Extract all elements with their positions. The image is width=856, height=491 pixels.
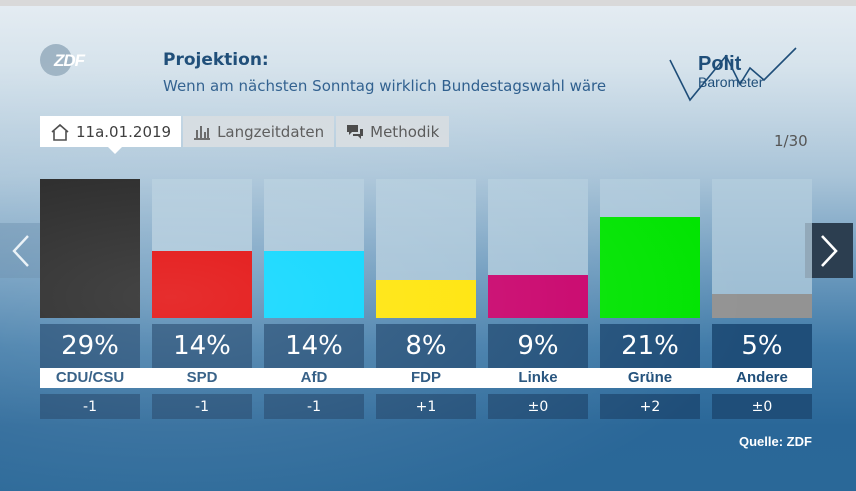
bar-track	[600, 179, 700, 318]
bar-value-label: 8%	[376, 324, 476, 368]
bar-value-label: 5%	[712, 324, 812, 368]
change-label: -1	[40, 394, 140, 419]
source-label: Quelle: ZDF	[739, 434, 812, 449]
page-title: Projektion:	[163, 50, 269, 70]
tab-methodik[interactable]: Methodik	[336, 116, 450, 147]
party-name-label: SPD	[186, 369, 218, 386]
bar-track	[264, 179, 364, 318]
bar-track	[40, 179, 140, 318]
bar-value-label: 21%	[600, 324, 700, 368]
zdf-logo: ZDF	[40, 44, 98, 76]
politbarometer-logo: Polit Barometer	[668, 42, 800, 106]
tab-langzeitdaten[interactable]: Langzeitdaten	[183, 116, 335, 147]
bar-fill	[712, 294, 812, 318]
tab-bar: 11a.01.2019 Langzeitdaten Methodik	[40, 116, 451, 154]
bar-track	[376, 179, 476, 318]
party-name-label: Andere	[736, 369, 788, 386]
change-label: -1	[264, 394, 364, 419]
bar-track	[488, 179, 588, 318]
tab-langzeitdaten-label: Langzeitdaten	[217, 122, 325, 141]
zdf-logo-text: ZDF	[54, 51, 85, 70]
change-label: -1	[152, 394, 252, 419]
party-name-bar: CDU/CSU SPD AfD FDP Linke Grüne Andere	[40, 368, 812, 388]
change-label: +1	[376, 394, 476, 419]
chevron-left-icon	[12, 234, 29, 267]
bar-fill	[152, 251, 252, 318]
bar-fill	[600, 217, 700, 318]
politbarometer-logo-graphic	[669, 47, 797, 102]
bar-fill	[488, 275, 588, 318]
politbarometer-logo-polit: Polit	[698, 53, 742, 75]
bar-track	[152, 179, 252, 318]
page-counter: 1/30	[774, 132, 808, 150]
bar-value-label: 29%	[40, 324, 140, 368]
change-label: ±0	[488, 394, 588, 419]
prev-button[interactable]	[0, 223, 42, 278]
tab-methodik-label: Methodik	[370, 122, 440, 141]
party-name-label: AfD	[300, 369, 328, 386]
next-button[interactable]	[805, 223, 853, 278]
bar-fill	[376, 280, 476, 318]
bar-value-label: 14%	[152, 324, 252, 368]
tab-date[interactable]: 11a.01.2019	[40, 116, 182, 154]
party-name-label: CDU/CSU	[55, 369, 125, 386]
change-label: ±0	[712, 394, 812, 419]
bar-value-label: 9%	[488, 324, 588, 368]
party-name-label: Grüne	[627, 369, 673, 386]
bar-fill	[40, 179, 140, 318]
bar-track	[712, 179, 812, 318]
politbarometer-logo-barometer: Barometer	[698, 74, 764, 90]
tab-date-label: 11a.01.2019	[76, 122, 172, 141]
zdf-logo-circle	[40, 44, 72, 76]
home-icon	[51, 123, 69, 141]
speech-bubbles-icon	[347, 124, 364, 139]
bar-fill	[264, 251, 364, 318]
bar-value-label: 14%	[264, 324, 364, 368]
party-name-label: Linke	[518, 369, 558, 386]
change-label: +2	[600, 394, 700, 419]
chevron-right-icon	[821, 234, 838, 267]
party-name-label: FDP	[411, 369, 441, 386]
page-subtitle: Wenn am nächsten Sonntag wirklich Bundes…	[163, 77, 607, 95]
bar-chart-icon	[194, 125, 211, 140]
